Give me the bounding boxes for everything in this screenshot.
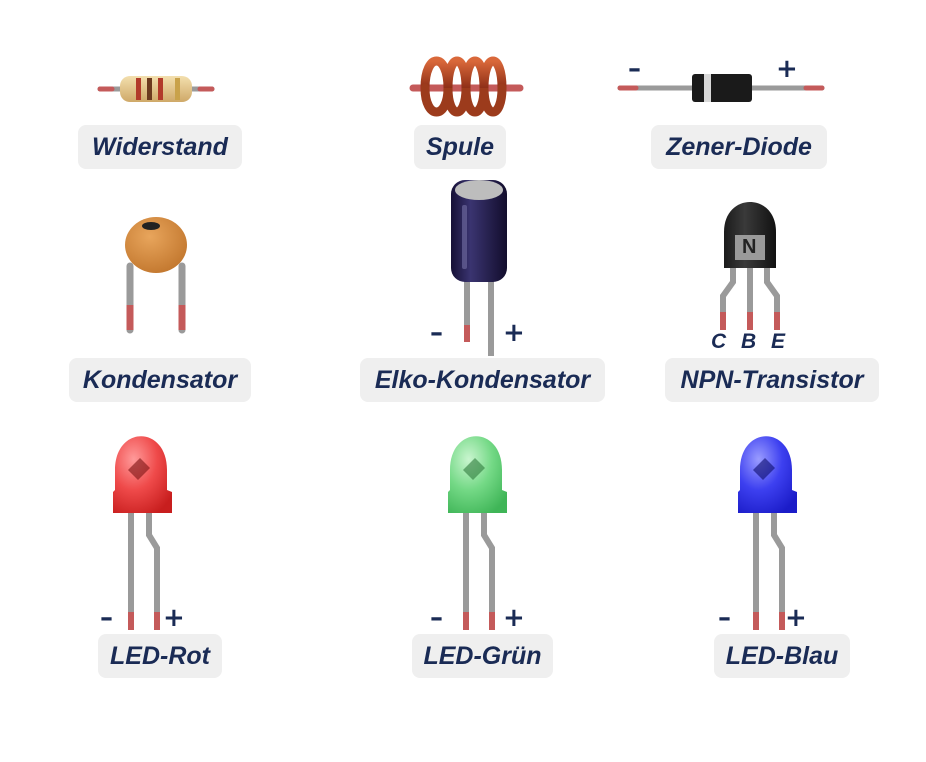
zener-diode-icon [617, 74, 825, 102]
label-zener-diode: Zener-Diode [651, 125, 827, 169]
label-npn-transistor: NPN-Transistor [665, 358, 879, 402]
elko-minus-mark: – [430, 318, 443, 348]
led-blue-icon [738, 436, 797, 630]
zener-plus-mark: + [776, 54, 798, 84]
led-green-plus-mark: + [503, 603, 525, 633]
led-blue-plus-mark: + [785, 603, 807, 633]
coil-icon [409, 56, 524, 117]
elko-plus-mark: + [503, 318, 525, 348]
zener-minus-mark: – [628, 54, 641, 84]
npn-transistor-icon [720, 202, 780, 330]
led-green-minus-mark: – [430, 603, 443, 633]
pin-label-b: B [741, 330, 757, 353]
pin-label-c: C [711, 330, 727, 353]
led-green-icon [448, 436, 507, 630]
led-red-plus-mark: + [163, 603, 185, 633]
npn-body-letter: N [742, 236, 757, 258]
label-led-red: LED-Rot [98, 634, 222, 678]
label-capacitor: Kondensator [69, 358, 251, 402]
led-blue-minus-mark: – [718, 603, 731, 633]
resistor-icon [97, 76, 215, 102]
label-coil: Spule [414, 125, 506, 169]
label-elko-capacitor: Elko-Kondensator [360, 358, 605, 402]
led-red-icon [113, 436, 172, 630]
pin-label-e: E [771, 330, 786, 353]
capacitor-icon [125, 217, 187, 334]
elko-capacitor-icon [451, 180, 507, 356]
label-led-green: LED-Grün [412, 634, 553, 678]
label-led-blue: LED-Blau [714, 634, 850, 678]
led-red-minus-mark: – [100, 603, 113, 633]
label-resistor: Widerstand [78, 125, 242, 169]
